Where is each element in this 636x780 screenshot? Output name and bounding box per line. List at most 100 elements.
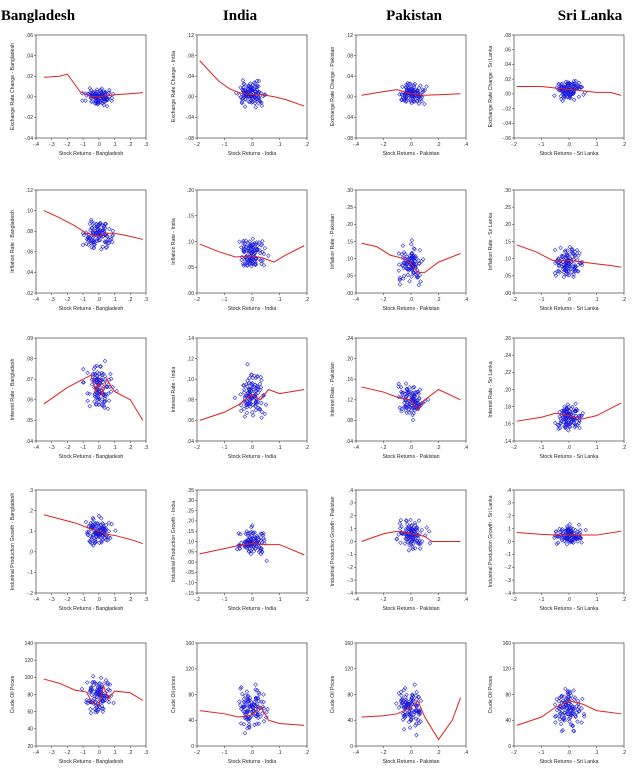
data-point bbox=[252, 722, 257, 728]
data-point bbox=[244, 402, 249, 408]
y-tick-label: .15 bbox=[346, 239, 353, 245]
y-tick-label: 40 bbox=[505, 718, 511, 724]
data-point bbox=[578, 84, 584, 90]
data-point bbox=[240, 78, 246, 83]
data-point bbox=[568, 92, 573, 97]
data-point bbox=[410, 89, 415, 94]
data-point bbox=[92, 391, 97, 397]
x-tick-label: -.4 bbox=[33, 297, 39, 303]
data-point bbox=[258, 374, 263, 380]
data-point bbox=[243, 244, 249, 249]
data-point bbox=[407, 725, 413, 730]
data-point bbox=[91, 245, 97, 251]
data-point bbox=[81, 380, 86, 385]
data-point bbox=[553, 273, 559, 278]
panel-4-2: 160 120 80 40 0-.4 -.2 .0 .2 .4 Stock Returns - P… bbox=[330, 641, 468, 765]
data-point bbox=[404, 405, 409, 411]
y-tick-label: .08 bbox=[346, 53, 353, 59]
data-point bbox=[424, 84, 429, 89]
data-point bbox=[576, 420, 582, 426]
data-point bbox=[249, 703, 255, 708]
data-point bbox=[555, 534, 560, 539]
data-point bbox=[415, 717, 421, 723]
y-tick-label: -.05 bbox=[185, 570, 194, 576]
data-point bbox=[262, 246, 268, 251]
data-point bbox=[571, 709, 576, 714]
y-tick-label: .35 bbox=[187, 488, 194, 494]
panel-4-0: 140 120 100 80 60 40 20-.4 -.3 -.2 -.1 .0 .1 .2 .3 Sto… bbox=[10, 641, 148, 765]
panel-3-2: .4 .3 .2 .1 .0 -.1 -.2 -.3 -.4-.4 -.2 .0 .2 .4 Stock … bbox=[330, 488, 468, 612]
y-tick-label: .06 bbox=[26, 398, 33, 404]
data-point bbox=[105, 406, 111, 411]
data-point bbox=[394, 537, 399, 542]
data-point bbox=[101, 229, 107, 234]
y-tick-label: .09 bbox=[26, 336, 33, 342]
data-point bbox=[95, 227, 101, 232]
data-point bbox=[94, 692, 99, 697]
data-point bbox=[100, 706, 105, 711]
data-point bbox=[574, 536, 580, 541]
data-point bbox=[403, 95, 409, 100]
data-point bbox=[566, 695, 571, 700]
y-tick-label: .00 bbox=[187, 95, 194, 101]
x-tick-label: -.2 bbox=[65, 297, 71, 303]
x-tick-label: .0 bbox=[409, 445, 413, 451]
y-tick-label: .05 bbox=[187, 265, 194, 271]
data-point bbox=[99, 403, 105, 408]
x-tick-label: .2 bbox=[436, 597, 440, 603]
data-point bbox=[253, 713, 259, 719]
data-point bbox=[106, 699, 112, 705]
x-tick-label: .3 bbox=[144, 142, 148, 148]
data-point bbox=[576, 522, 582, 527]
data-point bbox=[91, 366, 96, 372]
data-point bbox=[404, 692, 409, 698]
data-point bbox=[253, 95, 258, 100]
data-point bbox=[89, 692, 94, 698]
x-tick-label: .2 bbox=[128, 750, 132, 756]
fit-line bbox=[199, 388, 305, 421]
y-tick-label: .22 bbox=[504, 370, 511, 376]
data-point bbox=[239, 403, 244, 408]
data-point bbox=[236, 543, 241, 548]
y-tick-label: .1 bbox=[507, 526, 511, 532]
y-axis-label: Crude Oil Prices bbox=[488, 675, 494, 713]
x-tick-label: -.2 bbox=[381, 597, 387, 603]
panel-1-1: .20 .15 .10 .05 .00-.2 -.1 .0 .1 .2 Stock Returns… bbox=[171, 188, 309, 312]
data-point bbox=[411, 528, 416, 534]
data-point bbox=[571, 90, 577, 95]
x-tick-label: -.3 bbox=[49, 142, 55, 148]
data-point bbox=[79, 686, 85, 692]
y-tick-label: .2 bbox=[349, 514, 353, 520]
y-axis-label: Exchange Rate Change - Sri Lanka bbox=[488, 46, 494, 128]
data-point bbox=[571, 272, 576, 277]
x-tick-label: -.1 bbox=[80, 750, 86, 756]
data-point bbox=[579, 259, 585, 265]
data-point bbox=[85, 531, 90, 536]
data-point bbox=[579, 84, 585, 90]
data-point bbox=[560, 527, 565, 532]
data-point bbox=[80, 242, 86, 248]
data-point bbox=[261, 692, 266, 697]
y-tick-label: 160 bbox=[186, 641, 195, 647]
data-point bbox=[401, 687, 407, 693]
data-point bbox=[417, 538, 422, 544]
data-point bbox=[418, 83, 423, 88]
x-tick-label: .2 bbox=[436, 142, 440, 148]
data-point bbox=[95, 521, 101, 526]
data-point bbox=[560, 698, 566, 704]
data-point bbox=[96, 223, 102, 228]
data-point bbox=[583, 527, 588, 533]
fit-line bbox=[361, 242, 461, 273]
data-point bbox=[97, 685, 103, 690]
data-point bbox=[94, 87, 100, 92]
x-tick-label: .1 bbox=[112, 597, 116, 603]
data-point bbox=[261, 706, 267, 711]
x-tick-label: .0 bbox=[567, 297, 571, 303]
x-tick-label: .2 bbox=[305, 750, 309, 756]
y-tick-label: .04 bbox=[26, 439, 33, 445]
data-point bbox=[404, 386, 409, 392]
x-tick-label: -.3 bbox=[49, 297, 55, 303]
y-axis-label: Exchange Rate Change - Pakistan bbox=[330, 47, 336, 127]
x-tick-label: .0 bbox=[250, 445, 254, 451]
data-point bbox=[249, 700, 254, 705]
